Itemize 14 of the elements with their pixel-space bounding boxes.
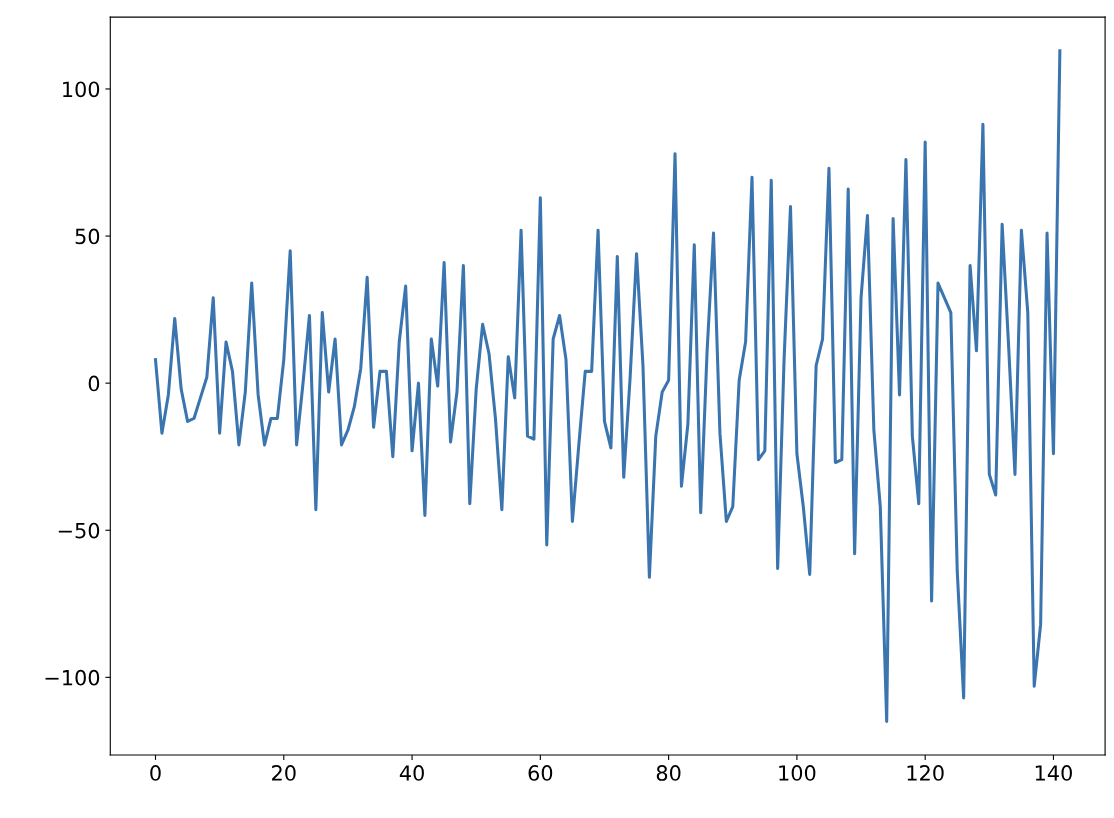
x-tick-label: 80 (656, 765, 681, 781)
x-tick-label: 20 (272, 765, 296, 781)
y-tick-label: −100 (45, 669, 100, 686)
x-tick-label: 120 (907, 765, 944, 781)
x-tick-label: 40 (399, 765, 424, 781)
y-tick-label: −50 (58, 522, 100, 539)
line-series (153, 49, 1062, 724)
x-tick-label: 0 (150, 765, 161, 781)
y-tick-label: 50 (75, 228, 100, 245)
y-tick-label: 100 (63, 81, 100, 98)
x-tick-label: 100 (779, 765, 816, 781)
x-tick-label: 140 (1035, 765, 1072, 781)
y-tick-label: 0 (88, 375, 100, 392)
x-tick-label: 60 (528, 765, 553, 781)
